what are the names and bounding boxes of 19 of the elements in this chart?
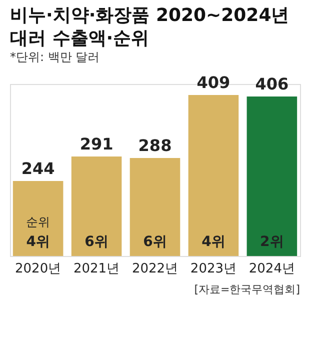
- x-tick-label: 2023년: [190, 262, 237, 276]
- chart-title: 비누·치약·화장품 2020~2024년 대러 수출액·순위: [10, 4, 290, 49]
- text: [자료=한국무역협회]: [194, 283, 300, 296]
- annotation: 4위: [26, 234, 50, 250]
- data-label: 288: [138, 136, 172, 156]
- annotation: 6위: [143, 234, 167, 250]
- data-label: 406: [255, 74, 289, 94]
- annotation: 6위: [84, 234, 108, 250]
- data-label: 244: [21, 158, 55, 178]
- chart-subtitle: *단위: 백만 달러: [10, 50, 100, 64]
- x-tick-label: 2021년: [73, 262, 120, 276]
- x-tick-label: 2020년: [15, 262, 62, 276]
- annotation: 2위: [260, 234, 284, 250]
- annotation: 순위: [26, 215, 50, 229]
- x-tick-label: 2022년: [132, 262, 178, 276]
- data-label: 291: [80, 134, 114, 154]
- x-tick-label: 2024년: [248, 262, 295, 276]
- data-label: 409: [196, 72, 230, 92]
- annotation: 4위: [202, 234, 226, 250]
